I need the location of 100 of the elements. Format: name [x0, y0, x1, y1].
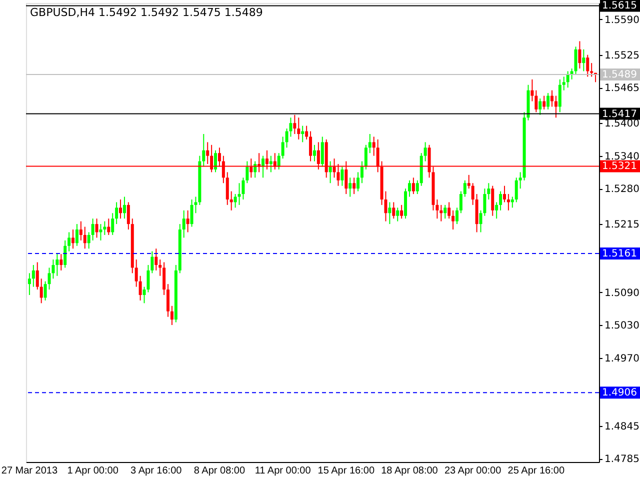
candlestick [328, 160, 332, 184]
candlestick [400, 204, 404, 220]
y-tick-label: 1.4845 [604, 421, 640, 432]
candlestick [309, 130, 312, 162]
ref-line-label: 1.4906 [602, 388, 637, 399]
candlestick [348, 177, 352, 198]
candlestick [467, 174, 470, 190]
candlestick [408, 180, 411, 198]
candlestick [352, 177, 356, 195]
candlestick [246, 160, 249, 184]
candlestick [95, 218, 98, 238]
x-tick-label: 18 Apr 08:00 [381, 466, 438, 476]
candlestick [103, 220, 106, 236]
candlestick [364, 144, 368, 170]
ref-line-label: 1.5161 [602, 248, 637, 260]
ref-line-label: 1.5321 [602, 161, 637, 172]
candlestick [554, 95, 558, 118]
candlestick [487, 182, 490, 200]
x-tick-label: 11 Apr 00:00 [254, 466, 312, 476]
candlestick [56, 254, 59, 276]
candlestick [562, 76, 566, 91]
candlestick [452, 210, 455, 230]
candlestick [518, 172, 522, 190]
candlestick [506, 194, 510, 211]
candlestick [356, 172, 360, 192]
candlestick [44, 280, 47, 301]
candlestick [170, 305, 174, 326]
candlestick [40, 278, 43, 304]
candlestick [412, 177, 415, 195]
y-tick-label: 1.5215 [604, 220, 640, 231]
candlestick [436, 198, 439, 220]
candlestick [340, 166, 344, 186]
candlestick [448, 202, 451, 220]
chart-title: GBPUSD,H4 1.5492 1.5492 1.5475 1.5489 [30, 6, 263, 19]
candlestick [122, 196, 126, 220]
candlestick [214, 150, 218, 173]
ref-line-label: 1.5417 [602, 108, 637, 120]
candlestick [158, 259, 162, 276]
candlestick [372, 136, 376, 156]
candlestick [546, 92, 550, 110]
candlestick [301, 125, 304, 143]
candlestick [368, 133, 372, 154]
candlestick [119, 198, 122, 220]
candlestick [281, 136, 284, 160]
y-tick-label: 1.4785 [604, 454, 640, 466]
y-tick-label: 1.5465 [604, 83, 640, 94]
candlestick [190, 198, 194, 228]
y-tick-label: 1.5340 [604, 151, 640, 162]
candlestick [424, 142, 427, 162]
candlestick [479, 210, 482, 233]
x-tick-label: 3 Apr 16:00 [130, 466, 182, 476]
candlestick [126, 202, 130, 230]
candlestick [182, 210, 186, 238]
candlestick [514, 177, 518, 203]
y-tick-label: 1.4970 [604, 353, 640, 364]
candlestick [186, 210, 190, 233]
x-tick-label: 25 Apr 16:00 [508, 466, 565, 476]
candlestick [416, 180, 419, 195]
candlestick [226, 172, 229, 206]
candlestick [360, 160, 364, 184]
candlestick [134, 259, 138, 288]
candlestick [491, 185, 494, 216]
x-tick-label: 27 Mar 2013 [1, 466, 58, 476]
candlestick [455, 207, 458, 225]
candlestick [586, 54, 590, 78]
candlestick [107, 218, 110, 236]
candlestick [32, 264, 35, 288]
candlestick [60, 254, 63, 271]
candlestick [293, 114, 296, 134]
candlestick [36, 262, 39, 290]
candlestick [91, 218, 94, 241]
candlestick [115, 202, 118, 225]
candlestick [578, 40, 582, 69]
candlestick [550, 90, 554, 108]
candlestick [79, 220, 82, 241]
candlestick [72, 229, 75, 250]
y-tick-label: 1.5090 [604, 288, 640, 299]
candlestick [542, 95, 546, 110]
candlestick [83, 226, 86, 250]
candlestick [269, 155, 272, 173]
candlestick [558, 78, 562, 113]
candlestick [530, 78, 534, 102]
candlestick [202, 133, 206, 168]
x-tick-label: 15 Apr 16:00 [318, 466, 375, 476]
candlestick [502, 185, 506, 203]
candlestick [230, 190, 233, 211]
y-tick-label: 1.5030 [604, 320, 640, 332]
candlestick [68, 232, 71, 252]
candlestick [440, 204, 443, 222]
candlestick [138, 275, 142, 301]
candlestick [582, 48, 586, 72]
candlestick [392, 202, 396, 220]
candlestick [534, 90, 538, 113]
candlestick [154, 248, 158, 271]
y-tick-label: 1.5400 [604, 118, 640, 130]
candlestick [320, 136, 324, 168]
candlestick [99, 224, 102, 241]
y-tick-label: 1.5590 [604, 14, 640, 26]
candlestick [538, 98, 542, 116]
y-tick-label: 1.5280 [604, 184, 640, 196]
